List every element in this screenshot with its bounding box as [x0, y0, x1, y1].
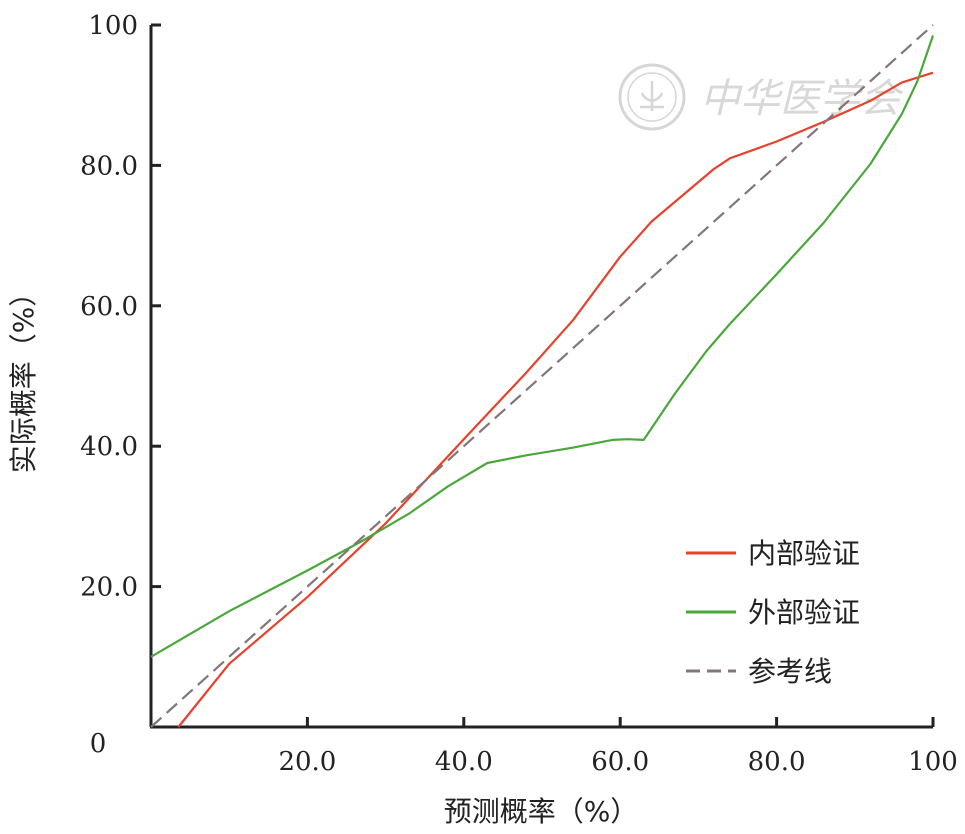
- axes: [149, 25, 933, 729]
- y-tick-label: 60.0: [80, 292, 138, 322]
- x-axis-title: 预测概率（%）: [444, 795, 639, 828]
- x-tick-label: 40.0: [435, 747, 493, 777]
- y-ticks: 20.0 40.0 60.0 80.0 100: [80, 11, 161, 603]
- series-line-2: [150, 24, 934, 728]
- y-tick-label: 40.0: [80, 432, 138, 462]
- watermark-seal-icon: [618, 63, 686, 131]
- x-ticks: 20.0 40.0 60.0 80.0 100: [278, 717, 958, 777]
- origin-label: 0: [90, 729, 107, 759]
- y-tick-label: 100: [88, 11, 138, 41]
- legend-label: 外部验证: [748, 596, 860, 629]
- x-tick-label: 100: [908, 747, 958, 777]
- y-tick-label: 20.0: [80, 573, 138, 603]
- y-axis-title: 实际概率（%）: [7, 279, 40, 474]
- x-tick-label: 80.0: [748, 747, 806, 777]
- series-layer: [150, 24, 935, 728]
- series-line-1: [150, 35, 935, 658]
- y-tick-label: 80.0: [80, 151, 138, 181]
- watermark: 中华医学会: [618, 63, 904, 131]
- series-line-0: [177, 71, 934, 728]
- x-tick-label: 60.0: [591, 747, 649, 777]
- legend-label: 参考线: [748, 655, 832, 688]
- watermark-text: 中华医学会: [700, 76, 904, 122]
- x-tick-label: 20.0: [278, 747, 336, 777]
- legend-label: 内部验证: [748, 537, 860, 570]
